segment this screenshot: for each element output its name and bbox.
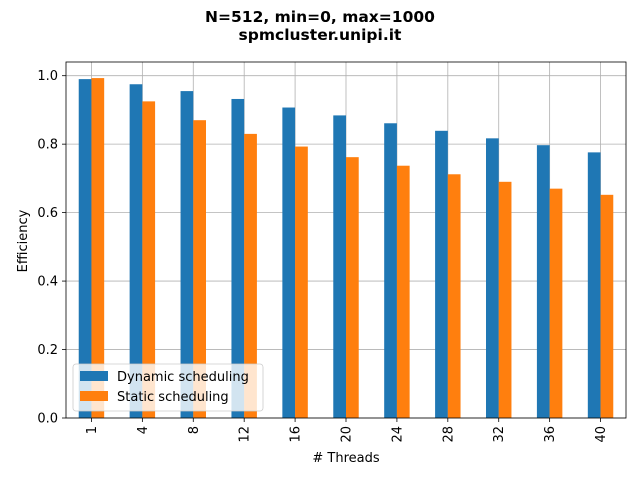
y-tick-label: 0.4	[37, 275, 58, 290]
chart-subtitle: spmcluster.unipi.it	[239, 26, 402, 44]
bar-static-24	[396, 165, 410, 418]
y-tick-label: 0.8	[37, 138, 58, 153]
x-tick-label: 24	[390, 426, 405, 443]
legend-label-static: Static scheduling	[117, 390, 229, 405]
tick-labels: 0.0 0.2 0.4 0.6 0.8 1.0 1 4 8 12 16 20 24 28 32 36 40	[37, 69, 609, 442]
legend-swatch-dynamic	[80, 371, 108, 381]
bar-static-1	[91, 78, 105, 418]
legend-swatch-static	[80, 391, 108, 401]
bar-dynamic-32	[486, 138, 499, 419]
bar-static-12	[244, 133, 257, 418]
bar-dynamic-28	[435, 130, 448, 419]
bar-dynamic-1	[78, 79, 92, 418]
chart-title: N=512, min=0, max=1000	[205, 8, 435, 26]
bar-static-36	[549, 188, 563, 418]
x-tick-label: 1	[85, 426, 100, 434]
x-tick-label: 16	[289, 426, 304, 443]
bar-static-16	[295, 146, 308, 419]
x-axis-label: # Threads	[312, 451, 379, 466]
x-tick-label: 20	[340, 426, 355, 443]
x-tick-label: 12	[238, 426, 253, 443]
x-tick-label: 32	[492, 426, 507, 443]
bar-dynamic-16	[282, 107, 296, 419]
bar-static-28	[447, 174, 461, 418]
bar-dynamic-36	[536, 145, 550, 418]
x-tick-label: 40	[594, 426, 609, 443]
y-tick-label: 1.0	[37, 69, 58, 84]
legend-box	[72, 363, 264, 412]
bars	[78, 78, 614, 419]
legend: Dynamic scheduling Static scheduling	[72, 363, 264, 412]
bar-static-8	[193, 120, 206, 418]
y-tick-label: 0.6	[37, 206, 58, 221]
x-tick-label: 4	[136, 426, 151, 434]
x-tick-label: 36	[543, 426, 558, 443]
bar-static-20	[346, 157, 359, 418]
x-tick-label: 8	[187, 426, 202, 434]
bar-dynamic-40	[587, 152, 601, 418]
bar-static-32	[498, 181, 512, 418]
bar-dynamic-4	[129, 84, 143, 418]
bar-dynamic-12	[231, 98, 245, 418]
y-tick-label: 0.2	[37, 343, 58, 358]
bar-static-4	[142, 101, 156, 418]
bar-dynamic-8	[180, 91, 194, 418]
legend-label-dynamic: Dynamic scheduling	[117, 370, 249, 385]
x-tick-label: 28	[441, 426, 456, 443]
y-axis-label: Efficiency	[16, 209, 31, 272]
bar-dynamic-20	[333, 115, 346, 419]
bar-dynamic-24	[384, 123, 397, 419]
axes	[62, 61, 627, 422]
bar-static-40	[600, 194, 614, 418]
y-tick-label: 0.0	[37, 412, 58, 427]
plot-frame	[65, 61, 627, 419]
